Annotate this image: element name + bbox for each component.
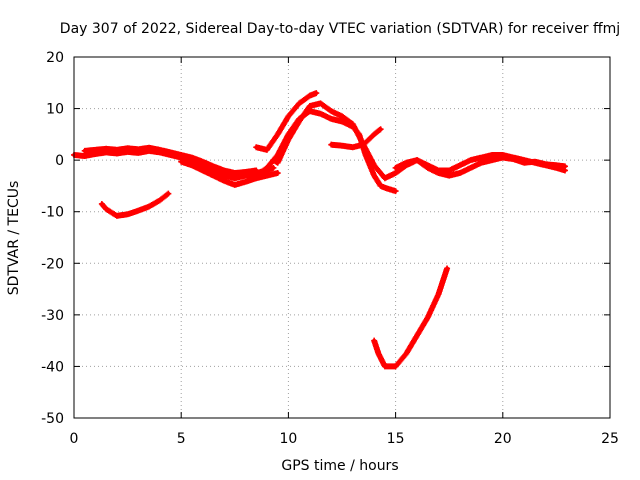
plot-frame [73,56,611,419]
x-axis-label: GPS time / hours [281,458,398,474]
series-track-h-deep [371,265,451,370]
series-line [372,266,450,369]
series-track-c-peak [253,90,320,153]
y-tick-label: 20 [46,50,64,66]
series-line [99,191,171,218]
series-track-a-upper-edge [81,144,260,177]
chart-title: Day 307 of 2022, Sidereal Day-to-day VTE… [60,21,620,37]
y-tick-label: 10 [46,102,64,118]
x-tick-label: 25 [601,431,619,447]
y-axis-label: SDTVAR / TECUs [6,181,22,296]
series-track-f-evening [392,151,568,174]
data-series [71,90,568,370]
y-tick-label: -40 [41,359,64,375]
y-tick-label: -30 [41,308,64,324]
y-tick-label: 0 [55,153,64,169]
ticks: 0 5 10 15 20 25 -50 -40 -30 -20 -10 0 10 20 [41,50,619,447]
x-tick-label: 20 [494,431,512,447]
series-line [82,145,259,176]
series-line [329,127,383,150]
series-track-e-branch [328,126,384,151]
y-tick-label: -50 [41,411,64,427]
x-tick-label: 10 [279,431,297,447]
y-tick-label: -20 [41,256,64,272]
y-tick-label: -10 [41,205,64,221]
series-line [179,159,280,187]
series-line [254,91,319,152]
x-tick-label: 5 [177,431,186,447]
series-track-g-dip [98,190,172,219]
x-tick-label: 15 [387,431,405,447]
series-line [393,152,567,173]
x-tick-label: 0 [70,431,79,447]
